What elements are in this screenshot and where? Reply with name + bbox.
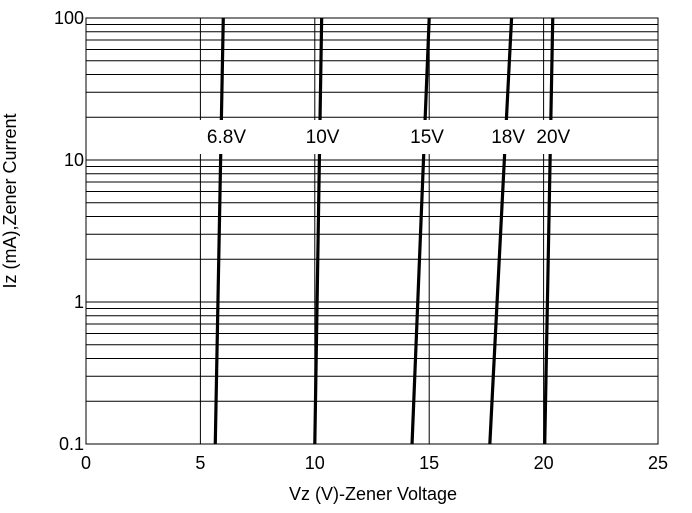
curve-label-18v: 18V [491, 127, 525, 148]
curve-15v [410, 17, 431, 445]
curves [213, 17, 555, 445]
curve-label-10v: 10V [306, 127, 340, 148]
curve-label-band [87, 120, 657, 154]
gridlines [86, 18, 658, 444]
x-axis-title: Vz (V)-Zener Voltage [289, 484, 457, 504]
x-tick-label: 10 [305, 453, 325, 473]
y-tick-label: 100 [54, 8, 84, 28]
x-tick-label: 15 [419, 453, 439, 473]
y-tick-labels: 0.1 1 10 100 [54, 8, 84, 454]
y-tick-label: 10 [64, 150, 84, 170]
x-tick-label: 5 [195, 453, 205, 473]
x-tick-label: 25 [648, 453, 668, 473]
curve-label-20v: 20V [536, 127, 570, 148]
y-tick-label: 0.1 [59, 434, 84, 454]
y-tick-label: 1 [74, 292, 84, 312]
curve-18v [488, 17, 514, 445]
curve-20v [543, 17, 555, 445]
plot-frame [85, 17, 659, 445]
curve-labels: 6.8V 10V 15V 18V 20V [207, 127, 571, 148]
curve-10v [313, 17, 324, 445]
curve-6.8v [213, 17, 225, 445]
curve-label-15v: 15V [410, 127, 444, 148]
x-tick-label: 20 [534, 453, 554, 473]
curve-label-6.8v: 6.8V [207, 127, 246, 148]
y-axis-title: Iz (mA),Zener Current [0, 113, 20, 288]
x-tick-labels: 0 5 10 15 20 25 [81, 453, 668, 473]
x-tick-label: 0 [81, 453, 91, 473]
